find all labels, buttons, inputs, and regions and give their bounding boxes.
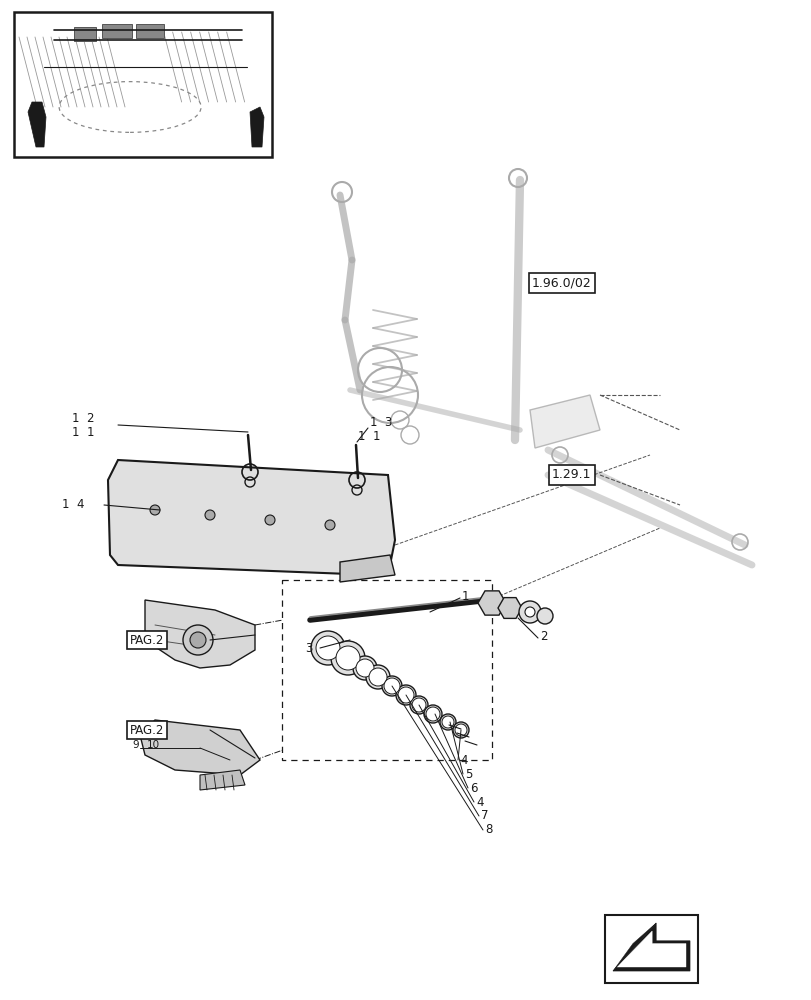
Polygon shape <box>340 555 394 582</box>
Bar <box>74 27 96 41</box>
Polygon shape <box>139 720 260 775</box>
Text: 3: 3 <box>305 642 312 654</box>
Bar <box>135 24 164 38</box>
Text: 1  4: 1 4 <box>62 498 84 512</box>
Circle shape <box>368 668 387 686</box>
Polygon shape <box>200 770 245 790</box>
Circle shape <box>324 520 335 530</box>
Polygon shape <box>28 102 46 147</box>
Text: 10: 10 <box>147 740 160 750</box>
Circle shape <box>396 685 415 705</box>
Circle shape <box>311 631 345 665</box>
Text: PAG.2: PAG.2 <box>130 634 164 646</box>
Polygon shape <box>108 460 394 575</box>
Text: PAG.2: PAG.2 <box>130 723 164 736</box>
Text: 7: 7 <box>480 809 488 822</box>
Circle shape <box>423 705 441 723</box>
Circle shape <box>411 698 426 712</box>
Circle shape <box>454 724 466 736</box>
Polygon shape <box>478 591 505 615</box>
Circle shape <box>315 636 340 660</box>
Text: 1: 1 <box>461 589 469 602</box>
Text: 2: 2 <box>539 630 547 642</box>
Text: 1  2: 1 2 <box>72 412 94 424</box>
Text: 9: 9 <box>132 740 139 750</box>
Circle shape <box>536 608 552 624</box>
Text: 8: 8 <box>484 823 491 836</box>
Text: 6: 6 <box>470 782 477 794</box>
Polygon shape <box>612 923 655 971</box>
Circle shape <box>518 601 540 623</box>
Text: 1  3: 1 3 <box>370 416 392 428</box>
Polygon shape <box>616 931 685 967</box>
Polygon shape <box>145 600 255 668</box>
Circle shape <box>426 707 440 721</box>
Polygon shape <box>530 395 599 448</box>
Circle shape <box>440 714 456 730</box>
Circle shape <box>410 696 427 714</box>
Polygon shape <box>612 923 689 971</box>
Circle shape <box>150 505 160 515</box>
Bar <box>604 915 697 983</box>
Text: 1.96.0/02: 1.96.0/02 <box>531 276 591 290</box>
Circle shape <box>182 625 212 655</box>
Circle shape <box>204 510 215 520</box>
Circle shape <box>336 646 359 670</box>
Circle shape <box>190 632 206 648</box>
Circle shape <box>381 676 401 696</box>
Circle shape <box>355 659 374 677</box>
Bar <box>102 24 132 38</box>
Circle shape <box>264 515 275 525</box>
Circle shape <box>384 678 400 694</box>
Circle shape <box>331 641 365 675</box>
Circle shape <box>366 665 389 689</box>
Polygon shape <box>497 598 521 618</box>
Circle shape <box>525 607 534 617</box>
Circle shape <box>397 687 414 703</box>
Text: 1  1: 1 1 <box>72 426 94 438</box>
Circle shape <box>441 716 453 728</box>
Bar <box>14 12 272 157</box>
Circle shape <box>453 722 469 738</box>
Text: 4: 4 <box>460 754 467 766</box>
Polygon shape <box>250 107 264 147</box>
Text: 1  1: 1 1 <box>358 430 380 442</box>
Text: 4: 4 <box>475 795 483 808</box>
Circle shape <box>353 656 376 680</box>
Text: 1.29.1: 1.29.1 <box>551 468 590 482</box>
Text: 5: 5 <box>465 768 472 780</box>
